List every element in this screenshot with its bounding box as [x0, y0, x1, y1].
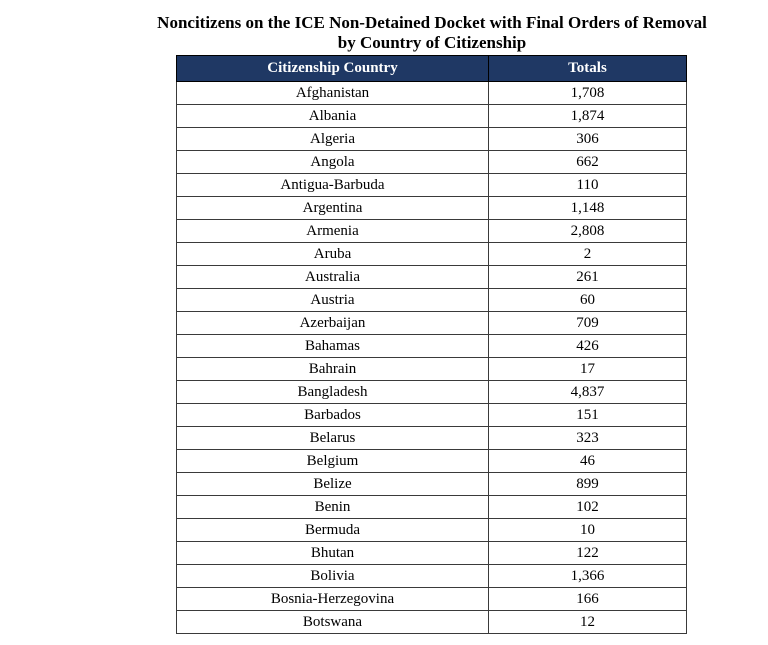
total-cell: 323: [488, 426, 687, 450]
total-cell: 899: [488, 472, 687, 496]
table-row: Bolivia 1,366: [176, 564, 687, 588]
total-cell: 102: [488, 495, 687, 519]
country-cell: Belize: [176, 472, 489, 496]
table-row: Bhutan 122: [176, 541, 687, 565]
country-cell: Austria: [176, 288, 489, 312]
total-cell: 46: [488, 449, 687, 473]
table-row: Benin 102: [176, 495, 687, 519]
country-cell: Botswana: [176, 610, 489, 634]
total-cell: 2: [488, 242, 687, 266]
table-row: Australia 261: [176, 265, 687, 289]
total-cell: 12: [488, 610, 687, 634]
table-row: Belarus 323: [176, 426, 687, 450]
country-cell: Belarus: [176, 426, 489, 450]
total-cell: 1,366: [488, 564, 687, 588]
total-cell: 2,808: [488, 219, 687, 243]
total-cell: 60: [488, 288, 687, 312]
total-cell: 151: [488, 403, 687, 427]
country-cell: Belgium: [176, 449, 489, 473]
total-cell: 662: [488, 150, 687, 174]
table-row: Bosnia-Herzegovina 166: [176, 587, 687, 611]
table-row: Angola 662: [176, 150, 687, 174]
total-cell: 110: [488, 173, 687, 197]
citizenship-table: Citizenship Country Totals Afghanistan 1,…: [176, 55, 687, 634]
country-cell: Bolivia: [176, 564, 489, 588]
table-row: Austria 60: [176, 288, 687, 312]
total-cell: 1,148: [488, 196, 687, 220]
country-cell: Bhutan: [176, 541, 489, 565]
total-cell: 1,874: [488, 104, 687, 128]
country-cell: Azerbaijan: [176, 311, 489, 335]
country-cell: Argentina: [176, 196, 489, 220]
country-cell: Bermuda: [176, 518, 489, 542]
table-row: Bangladesh 4,837: [176, 380, 687, 404]
country-cell: Angola: [176, 150, 489, 174]
title-line1: Noncitizens on the ICE Non-Detained Dock…: [157, 13, 707, 32]
country-cell: Barbados: [176, 403, 489, 427]
table-row: Albania 1,874: [176, 104, 687, 128]
table-row: Bahamas 426: [176, 334, 687, 358]
country-cell: Bosnia-Herzegovina: [176, 587, 489, 611]
total-cell: 166: [488, 587, 687, 611]
table-row: Azerbaijan 709: [176, 311, 687, 335]
title-line2: by Country of Citizenship: [337, 33, 527, 52]
country-cell: Albania: [176, 104, 489, 128]
page-title: Noncitizens on the ICE Non-Detained Dock…: [96, 13, 768, 53]
table-row: Afghanistan 1,708: [176, 81, 687, 105]
country-cell: Armenia: [176, 219, 489, 243]
country-cell: Bangladesh: [176, 380, 489, 404]
total-cell: 709: [488, 311, 687, 335]
total-cell: 1,708: [488, 81, 687, 105]
total-cell: 426: [488, 334, 687, 358]
table-row: Aruba 2: [176, 242, 687, 266]
total-cell: 17: [488, 357, 687, 381]
table-row: Algeria 306: [176, 127, 687, 151]
header-totals: Totals: [488, 55, 687, 82]
country-cell: Bahamas: [176, 334, 489, 358]
country-cell: Afghanistan: [176, 81, 489, 105]
country-cell: Benin: [176, 495, 489, 519]
total-cell: 261: [488, 265, 687, 289]
table-row: Bahrain 17: [176, 357, 687, 381]
total-cell: 4,837: [488, 380, 687, 404]
country-cell: Australia: [176, 265, 489, 289]
country-cell: Aruba: [176, 242, 489, 266]
total-cell: 306: [488, 127, 687, 151]
table-row: Belgium 46: [176, 449, 687, 473]
table-row: Argentina 1,148: [176, 196, 687, 220]
table-row: Barbados 151: [176, 403, 687, 427]
table-row: Armenia 2,808: [176, 219, 687, 243]
table-row: Bermuda 10: [176, 518, 687, 542]
header-citizenship-country: Citizenship Country: [176, 55, 489, 82]
table-row: Antigua-Barbuda 110: [176, 173, 687, 197]
country-cell: Bahrain: [176, 357, 489, 381]
table-header-row: Citizenship Country Totals: [176, 55, 687, 82]
country-cell: Algeria: [176, 127, 489, 151]
country-cell: Antigua-Barbuda: [176, 173, 489, 197]
total-cell: 10: [488, 518, 687, 542]
table-row: Belize 899: [176, 472, 687, 496]
table-row: Botswana 12: [176, 610, 687, 634]
total-cell: 122: [488, 541, 687, 565]
